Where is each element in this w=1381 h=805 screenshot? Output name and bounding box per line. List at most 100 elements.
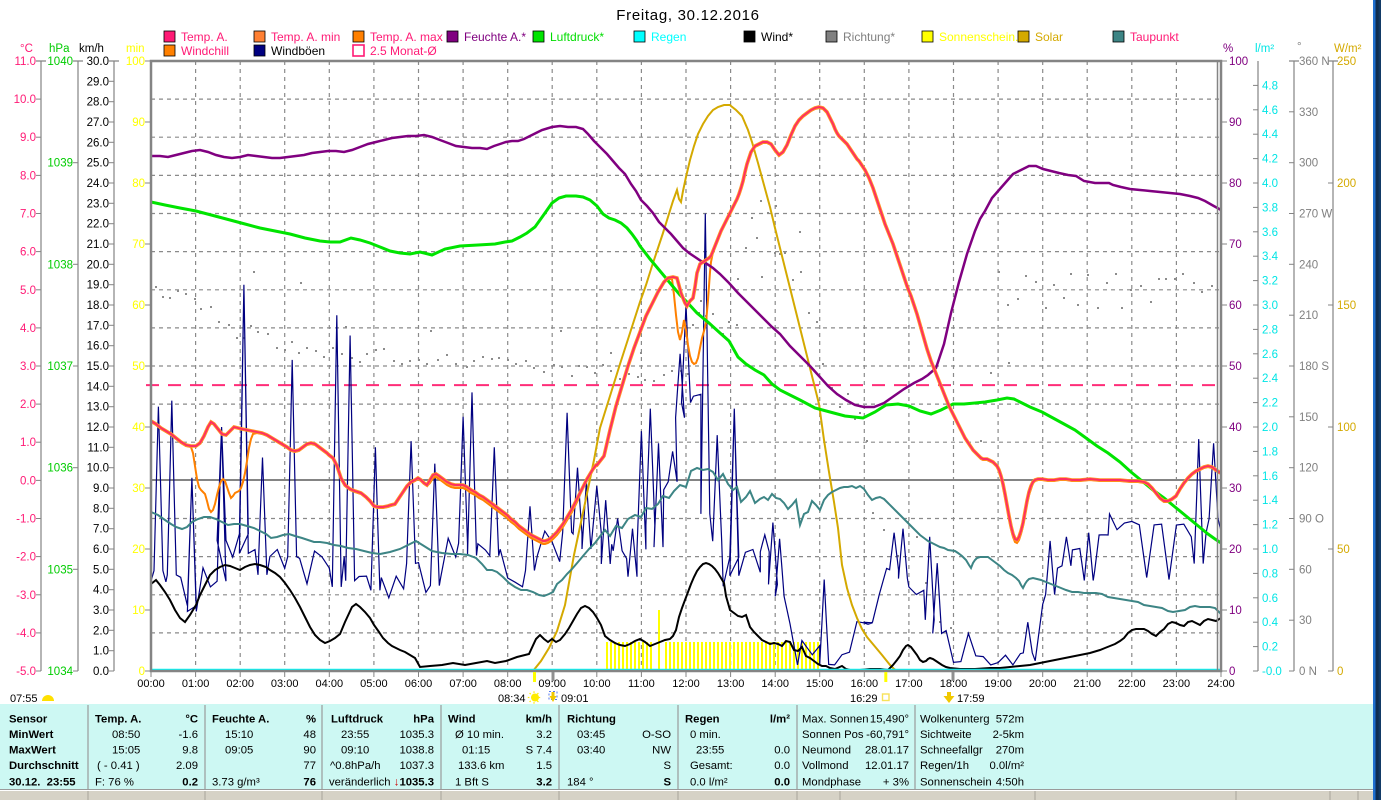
svg-text:0.0: 0.0 <box>93 666 109 678</box>
svg-text:77: 77 <box>303 760 316 772</box>
svg-text:-5.0: -5.0 <box>16 666 36 678</box>
svg-text:2.0: 2.0 <box>93 625 109 637</box>
svg-text:10:00: 10:00 <box>583 678 611 690</box>
svg-text:24.0: 24.0 <box>87 178 109 190</box>
svg-text:Temp. A.: Temp. A. <box>181 30 228 44</box>
svg-text:22.0: 22.0 <box>87 219 109 231</box>
svg-text:23.0: 23.0 <box>87 198 109 210</box>
svg-text:04:00: 04:00 <box>316 678 344 690</box>
svg-text:28.0: 28.0 <box>87 97 109 109</box>
svg-text:03:45: 03:45 <box>577 729 605 741</box>
svg-text:40: 40 <box>1229 422 1242 434</box>
svg-text:2.5 Monat-Ø: 2.5 Monat-Ø <box>370 44 437 58</box>
svg-text:23:55: 23:55 <box>341 729 369 741</box>
svg-text:%: % <box>1223 43 1233 55</box>
svg-text:100: 100 <box>126 56 145 68</box>
svg-text:1037: 1037 <box>47 361 73 373</box>
svg-text:-1.0: -1.0 <box>16 514 36 526</box>
svg-text:18.0: 18.0 <box>87 300 109 312</box>
svg-text:Wolkenunterg: Wolkenunterg <box>920 714 990 726</box>
svg-text:01:15: 01:15 <box>462 745 490 757</box>
svg-text:5.0: 5.0 <box>93 564 109 576</box>
svg-text:210: 210 <box>1299 310 1318 322</box>
svg-text:240: 240 <box>1299 259 1318 271</box>
svg-text:12.0: 12.0 <box>87 422 109 434</box>
svg-text:17.0: 17.0 <box>87 320 109 332</box>
svg-text:Gesamt:: Gesamt: <box>690 760 733 772</box>
svg-text:10: 10 <box>1229 605 1242 617</box>
svg-text:23:55: 23:55 <box>696 745 724 757</box>
svg-text:2.4: 2.4 <box>1262 373 1279 385</box>
svg-text:12.01.17: 12.01.17 <box>865 760 909 772</box>
svg-text:Max. Sonnen: Max. Sonnen <box>802 714 869 726</box>
svg-text:22:00: 22:00 <box>1118 678 1146 690</box>
svg-text:14.0: 14.0 <box>87 381 109 393</box>
svg-text:9.8: 9.8 <box>182 745 198 757</box>
svg-text:00:00: 00:00 <box>137 678 165 690</box>
svg-text:30: 30 <box>1229 483 1242 495</box>
svg-text:4.8: 4.8 <box>1262 80 1278 92</box>
svg-text:1038: 1038 <box>47 259 73 271</box>
svg-text:330: 330 <box>1299 107 1318 119</box>
svg-text:veränderlich: veränderlich <box>329 777 391 789</box>
svg-text:3.0: 3.0 <box>20 361 36 373</box>
svg-text:16:00: 16:00 <box>851 678 879 690</box>
svg-text:13:00: 13:00 <box>717 678 745 690</box>
svg-text:0 min.: 0 min. <box>690 729 721 741</box>
svg-text:1.5: 1.5 <box>536 760 552 772</box>
svg-text:Temp. A. min: Temp. A. min <box>271 30 340 44</box>
svg-text:70: 70 <box>1229 239 1242 251</box>
svg-text:3.0: 3.0 <box>93 605 109 617</box>
svg-text:17:59: 17:59 <box>957 693 985 705</box>
svg-text:0.0 l/m²: 0.0 l/m² <box>690 777 728 789</box>
svg-text:3.2: 3.2 <box>536 777 552 789</box>
svg-text:29.0: 29.0 <box>87 76 109 88</box>
svg-text:30: 30 <box>1299 615 1312 627</box>
svg-text:4:50h: 4:50h <box>996 777 1024 789</box>
svg-text:0.0: 0.0 <box>774 745 790 757</box>
svg-text:16.0: 16.0 <box>87 341 109 353</box>
svg-text:l/m²: l/m² <box>770 714 790 726</box>
svg-text:Wind*: Wind* <box>761 30 793 44</box>
svg-text:48: 48 <box>303 729 316 741</box>
svg-text:1.0: 1.0 <box>20 437 36 449</box>
svg-text:19:00: 19:00 <box>984 678 1012 690</box>
svg-text:50: 50 <box>132 361 145 373</box>
svg-text:01:00: 01:00 <box>182 678 210 690</box>
svg-text:17:00: 17:00 <box>895 678 923 690</box>
svg-text:3.73 g/m³: 3.73 g/m³ <box>212 777 260 789</box>
svg-text:9.0: 9.0 <box>20 132 36 144</box>
svg-text:80: 80 <box>132 178 145 190</box>
svg-text:1039: 1039 <box>47 158 73 170</box>
svg-text:184 °: 184 ° <box>567 777 594 789</box>
svg-text:F: 76 %: F: 76 % <box>95 777 134 789</box>
svg-text:S 7.4: S 7.4 <box>526 745 552 757</box>
svg-text:^0.8hPa/h: ^0.8hPa/h <box>330 760 381 772</box>
svg-text:90: 90 <box>1229 117 1242 129</box>
svg-text:Solar: Solar <box>1035 30 1063 44</box>
svg-text:Sensor: Sensor <box>9 714 48 726</box>
svg-text:12:00: 12:00 <box>672 678 700 690</box>
svg-text:27.0: 27.0 <box>87 117 109 129</box>
svg-text:Neumond: Neumond <box>802 745 851 757</box>
svg-text:4.0: 4.0 <box>93 585 109 597</box>
svg-text:10.0: 10.0 <box>87 463 109 475</box>
svg-text:3.2: 3.2 <box>1262 276 1278 288</box>
svg-text:Feuchte A.: Feuchte A. <box>212 714 269 726</box>
svg-text:3.2: 3.2 <box>536 729 552 741</box>
svg-text:1.2: 1.2 <box>1262 520 1278 532</box>
svg-text:°: ° <box>1297 41 1302 53</box>
svg-text:250: 250 <box>1337 56 1356 68</box>
svg-text:°C: °C <box>20 43 33 55</box>
svg-text:2.09: 2.09 <box>176 760 198 772</box>
svg-text:Regen: Regen <box>651 30 686 44</box>
svg-text:l/m²: l/m² <box>1255 43 1274 55</box>
svg-text:0.0: 0.0 <box>774 777 790 789</box>
svg-text:120: 120 <box>1299 463 1318 475</box>
svg-text:Windböen: Windböen <box>271 44 325 58</box>
svg-text:7.0: 7.0 <box>93 524 109 536</box>
svg-text:Schneefallgr: Schneefallgr <box>920 745 983 757</box>
svg-text:270 W: 270 W <box>1299 209 1332 221</box>
svg-text:30: 30 <box>132 483 145 495</box>
svg-text:Windchill: Windchill <box>181 44 229 58</box>
